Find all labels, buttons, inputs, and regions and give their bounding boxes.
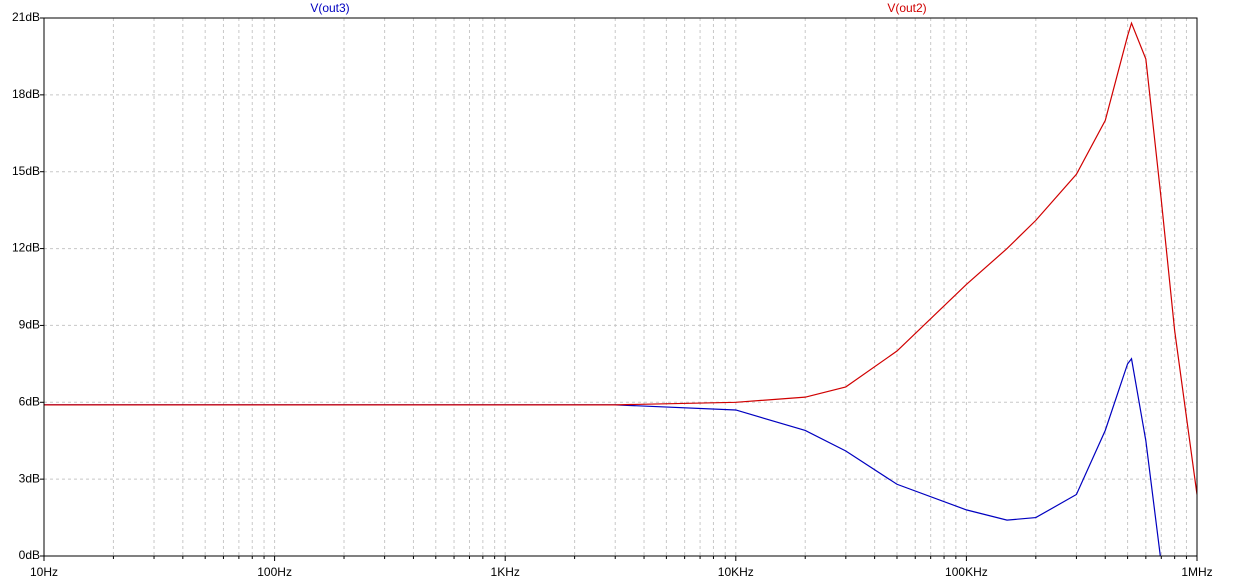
- y-tick-label: 18dB: [12, 87, 40, 101]
- y-tick-label: 0dB: [19, 548, 40, 562]
- x-tick-label: 1KHz: [491, 565, 520, 579]
- series-line: [44, 21, 1197, 495]
- y-tick-label: 12dB: [12, 241, 40, 255]
- series-line: [44, 357, 1161, 556]
- x-tick-label: 100Hz: [257, 565, 292, 579]
- y-tick-label: 9dB: [19, 318, 40, 332]
- x-tick-label: 1MHz: [1181, 565, 1212, 579]
- plot-frame: [43, 17, 1198, 557]
- x-tick-label: 10KHz: [718, 565, 754, 579]
- plot-area: [44, 21, 1197, 556]
- legend-label: V(out3): [310, 1, 349, 15]
- grid: [43, 17, 1198, 557]
- y-tick-label: 21dB: [12, 10, 40, 24]
- x-tick-label: 10Hz: [30, 565, 58, 579]
- y-tick-label: 3dB: [19, 471, 40, 485]
- y-tick-label: 15dB: [12, 164, 40, 178]
- x-tick-label: 100KHz: [945, 565, 988, 579]
- legend-label: V(out2): [887, 1, 926, 15]
- y-tick-label: 6dB: [19, 394, 40, 408]
